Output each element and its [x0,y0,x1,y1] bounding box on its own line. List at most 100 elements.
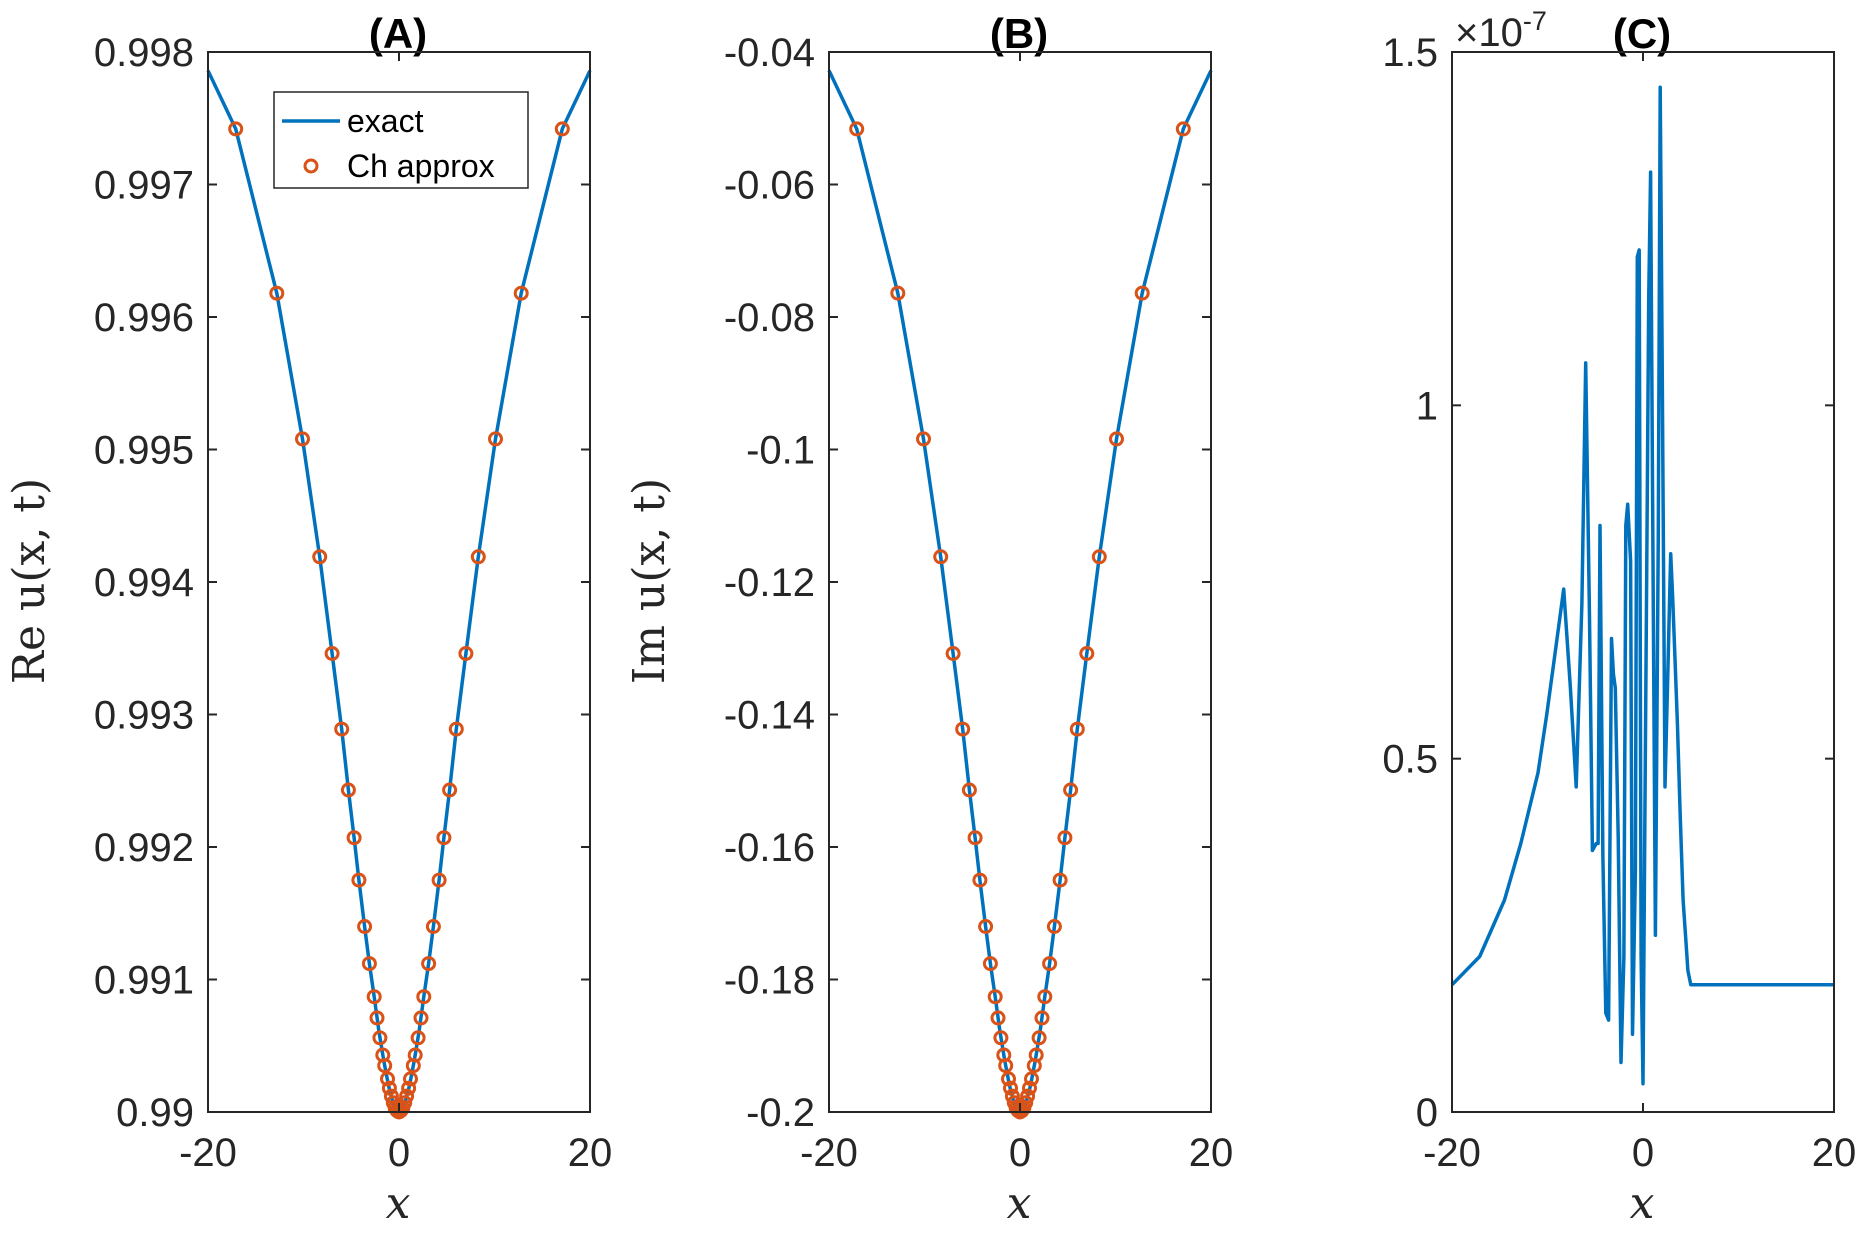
panel-b-ytick-label: -0.16 [724,826,815,870]
panel-a-ch-approx-marker [380,1071,395,1087]
panel-b-ch-approx-marker [990,1010,1006,1026]
panel-a-ch-approx-marker [413,1010,429,1026]
panel-b-ytick-label: -0.18 [724,959,815,1003]
panel-a-ch-approx-marker [324,646,340,661]
panel-a-ch-approx-marker [340,782,356,798]
panel-b-axes-box [828,51,1212,1113]
panel-a-ytick-label: 0.992 [94,826,194,870]
panel-b-ch-approx-marker [1003,1080,1018,1096]
panel-a-ytick-label: 0.997 [94,164,194,208]
panel-b-ch-approx-marker [972,872,988,888]
panel-a-ch-approx-marker [366,989,382,1005]
panel-c-ytick-label: 0 [1416,1091,1438,1135]
panel-b-ytick-label: -0.12 [724,561,815,605]
legend-label-exact: exact [347,103,424,139]
panel-b-ch-approx-marker [955,721,971,737]
panel-a-xtick-label: -20 [179,1131,237,1175]
panel-a-ch-approx-marker [369,1010,385,1026]
panel-a-xtick-label: 0 [388,1131,410,1175]
panel-b-ch-approx-marker [1024,1071,1039,1087]
panel-a-ch-approx-marker [269,285,285,301]
panel-a-ch-approx-marker [436,830,452,846]
panel-a-xtick-label: 20 [568,1131,613,1175]
panel-a-ylabel: Re u(x, t) [4,478,55,684]
panel-c-xtick-label: -20 [1423,1131,1481,1175]
panel-b-ch-approx-marker [1063,782,1079,798]
panel-a-ch-approx-marker [401,1080,417,1096]
legend-label-ch-approx: Ch approx [347,148,495,184]
panel-b-ch-approx-marker [1046,919,1062,934]
panel-b-ylabel: Im u(x, t) [624,478,675,684]
panel-b-title: (B) [990,10,1048,57]
panel-b-ch-approx-marker [890,285,906,301]
panel-b-ch-approx-marker [1069,721,1085,737]
panel-b-ch-approx-marker [1052,872,1068,888]
panel-a-axes-box [207,51,591,1113]
panel-b-ytick-label: -0.08 [724,296,815,340]
panel-a-ch-approx-marker [470,549,486,565]
panel-a-ch-approx-marker [425,919,441,934]
panel-a-ch-approx-marker [295,431,310,447]
panel-b-ytick-label: -0.04 [724,31,815,75]
panel-b-ch-approx-marker [1034,1010,1050,1026]
panel-b-ch-approx-marker [987,989,1003,1005]
panel-a-ch-approx-marker [361,956,377,972]
panel-b-ch-approx-marker [993,1030,1009,1046]
panel-c-series-error-line [1450,85,1834,1086]
panel-a-series-exact-line [206,69,592,1114]
panel-b-ch-approx-marker [1091,549,1107,565]
panel-c-title: (C) [1613,10,1671,57]
panel-c-exponent: ×10-7 [1455,6,1547,55]
panel-b-ch-approx-marker [1134,285,1150,301]
panel-a-ytick-label: 0.994 [94,561,194,605]
legend: exact Ch approx [273,91,529,189]
panel-a-ch-approx-marker [399,1088,415,1104]
panel-b-ch-approx-marker [1042,956,1058,972]
panel-a-ch-approx-marker [488,431,503,447]
panel-a-ch-approx-marker [554,121,570,137]
panel-b-ch-approx-marker [1057,830,1073,846]
panel-b-ch-approx-marker [961,782,977,798]
panel-a-ch-approx-marker [346,830,362,846]
panel-a-ch-approx-marker [334,721,350,737]
panel-a-ch-approx-marker [416,989,432,1005]
panel-a-ch-approx-marker [228,121,244,137]
panel-a-ch-approx-marker [372,1030,388,1046]
panel-a-ch-approx-marker [431,872,447,888]
panel-b-ch-approx-marker [1037,989,1053,1005]
panel-b-xtick-label: -20 [800,1131,858,1175]
legend-box [273,91,529,189]
panel-a-ytick-label: 0.996 [94,296,194,340]
panel-c-ytick-label: 1.5 [1382,31,1438,75]
panel-b-ch-approx-marker [933,549,949,565]
panel-a-ytick-label: 0.991 [94,959,194,1003]
panel-a-ch-approx-marker [377,1058,393,1074]
panel-a-ch-approx-marker [381,1080,397,1096]
panel-a-ch-approx-marker [448,721,464,737]
panel-a-ch-approx-marker [421,956,437,972]
panel-b-ytick-label: -0.1 [746,429,815,473]
panel-a-title: (A) [369,10,427,57]
panel-c-ytick-label: 0.5 [1382,738,1438,782]
panel-a-ch-approx-marker [458,646,474,661]
panel-b: (B) -0.2 -0.18 -0.16 -0.14 -0.12 -0.1 -0.08 -0.… [624,10,1233,1229]
panel-b-ch-approx-marker [916,431,931,447]
panel-a-ch-approx-marker [513,285,529,301]
panel-a-xlabel: x [386,1178,411,1229]
panel-b-xtick-label: 20 [1189,1131,1234,1175]
panel-c: (C) ×10-7 00.511.5-20 0 20 x [1382,6,1856,1229]
panel-c-xlabel: x [1630,1178,1655,1229]
panel-a-ytick-label: 0.998 [94,31,194,75]
panel-b-ch-approx-marker [849,121,865,137]
panel-b-ch-approx-marker [1020,1088,1036,1104]
panel-c-xtick-label: 20 [1812,1131,1857,1175]
panel-a-ytick-label: 0.993 [94,694,194,738]
panel-c-ytick-label: 1 [1416,384,1438,428]
panel-b-xlabel: x [1007,1178,1032,1229]
panel-b-series-exact-line [827,69,1213,1114]
panel-a-ch-approx-marker [403,1071,418,1087]
panel-a: (A) 0.99 0.991 0.992 0.993 0.994 0.995 0.996 0.… [4,10,612,1229]
panel-a-ytick-label: 0.995 [94,429,194,473]
panel-b-ytick-label: -0.2 [746,1091,815,1135]
